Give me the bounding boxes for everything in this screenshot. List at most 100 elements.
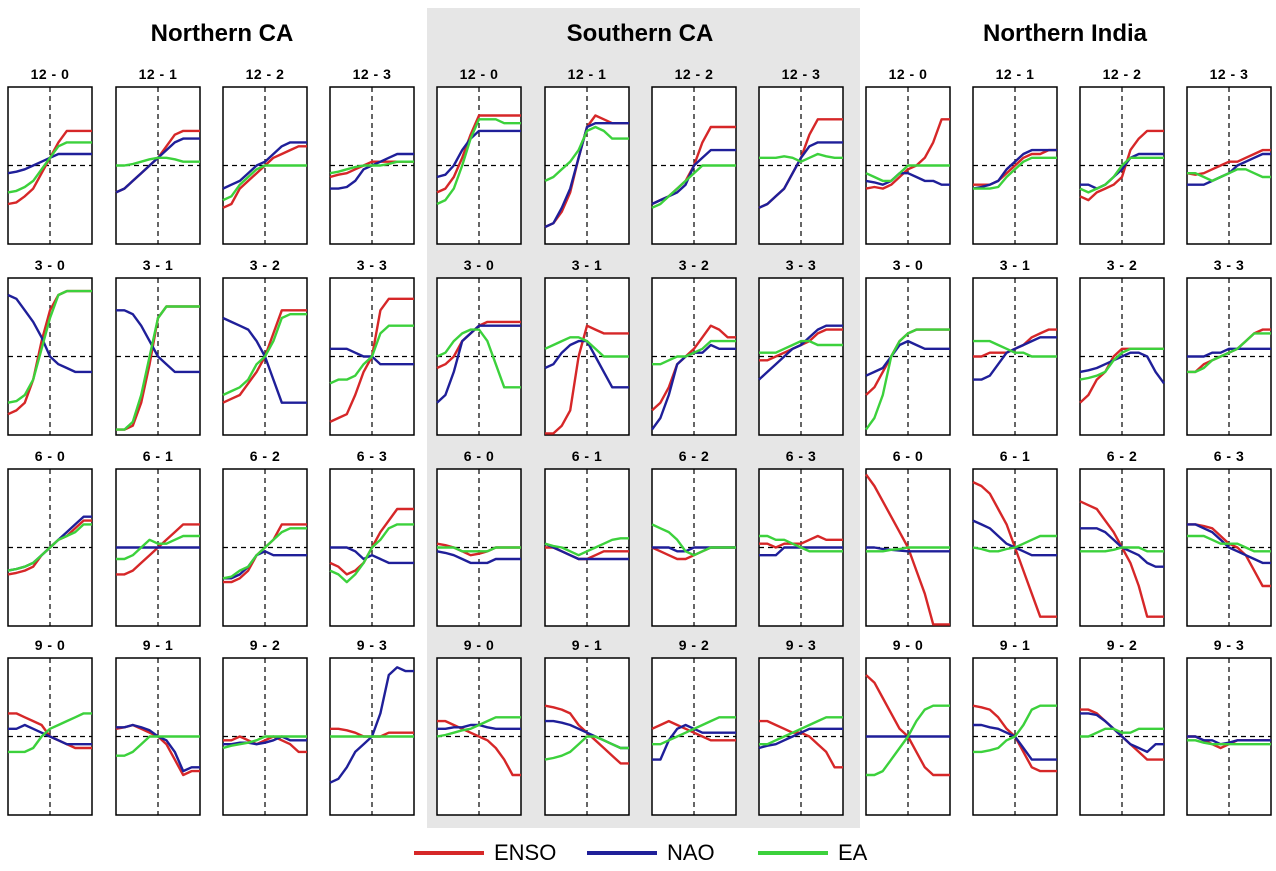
panel-title-northern-ca-9-2: 9 - 2 <box>249 637 281 653</box>
panel-title-northern-india-6-3: 6 - 3 <box>1213 448 1245 464</box>
series-line-nao <box>544 122 629 229</box>
legend-label-ea: EA <box>838 840 868 865</box>
series-line-enso <box>651 719 736 742</box>
panel-title-northern-india-3-0: 3 - 0 <box>892 257 924 273</box>
panel-title-southern-ca-12-2: 12 - 2 <box>674 66 714 82</box>
panel-title-southern-ca-6-2: 6 - 2 <box>678 448 710 464</box>
panel-northern-ca-9-1 <box>115 657 201 816</box>
series-line-nao <box>330 546 414 565</box>
series-line-ea <box>652 339 736 366</box>
series-line-ea <box>1187 168 1271 183</box>
series-line-enso <box>436 114 521 194</box>
legend-item-nao: NAO <box>587 840 715 866</box>
series-line-ea <box>544 125 629 182</box>
panel-northern-india-9-0 <box>865 657 951 816</box>
panel-title-northern-india-6-1: 6 - 1 <box>999 448 1031 464</box>
panel-northern-india-3-0 <box>865 277 951 436</box>
series-line-ea <box>973 156 1057 190</box>
series-line-nao <box>8 723 92 746</box>
series-line-ea <box>7 523 92 572</box>
panel-title-northern-ca-6-1: 6 - 1 <box>142 448 174 464</box>
series-line-nao <box>1187 523 1271 565</box>
series-line-nao <box>866 546 950 553</box>
panel-southern-ca-9-3 <box>758 657 844 816</box>
panel-title-southern-ca-9-3: 9 - 3 <box>785 637 817 653</box>
panel-northern-ca-3-2 <box>222 277 308 436</box>
panel-title-northern-india-12-2: 12 - 2 <box>1102 66 1142 82</box>
series-line-ea <box>436 118 521 206</box>
series-line-ea <box>222 735 307 750</box>
series-line-enso <box>545 324 629 435</box>
panel-northern-india-6-3 <box>1186 468 1272 627</box>
legend-label-enso: ENSO <box>494 840 557 865</box>
panel-title-southern-ca-9-2: 9 - 2 <box>678 637 710 653</box>
panel-title-northern-ca-3-3: 3 - 3 <box>356 257 388 273</box>
panel-northern-ca-12-1 <box>115 86 201 245</box>
series-line-nao <box>1187 347 1271 358</box>
panel-southern-ca-12-0 <box>436 86 522 245</box>
panel-northern-india-12-1 <box>972 86 1058 245</box>
series-line-ea <box>973 704 1057 754</box>
panel-northern-ca-9-0 <box>7 657 93 816</box>
panel-northern-ca-12-3 <box>329 86 415 245</box>
series-line-ea <box>544 735 629 761</box>
panel-northern-india-6-1 <box>972 468 1058 627</box>
series-line-ea <box>222 164 307 202</box>
series-line-ea <box>8 712 92 754</box>
series-line-ea <box>651 523 736 557</box>
series-line-ea <box>329 160 414 175</box>
series-line-ea <box>866 546 950 553</box>
panel-title-northern-ca-12-3: 12 - 3 <box>352 66 392 82</box>
panel-title-southern-ca-12-1: 12 - 1 <box>567 66 607 82</box>
panel-southern-ca-3-0 <box>436 277 522 436</box>
series-line-ea <box>1187 739 1271 746</box>
panel-title-northern-india-9-3: 9 - 3 <box>1213 637 1245 653</box>
legend-swatch-ea <box>758 851 828 855</box>
panel-title-northern-ca-6-3: 6 - 3 <box>356 448 388 464</box>
panel-title-southern-ca-6-1: 6 - 1 <box>571 448 603 464</box>
region-title-southern-ca: Southern CA <box>566 20 714 47</box>
series-line-nao <box>1080 712 1164 754</box>
series-line-nao <box>223 550 307 580</box>
series-line-nao <box>865 339 950 377</box>
panel-title-northern-india-6-0: 6 - 0 <box>892 448 924 464</box>
panel-title-southern-ca-3-1: 3 - 1 <box>571 257 603 273</box>
panel-title-northern-ca-12-2: 12 - 2 <box>245 66 285 82</box>
panel-southern-ca-6-3 <box>758 468 844 627</box>
series-line-ea <box>866 704 950 777</box>
panel-title-northern-india-3-3: 3 - 3 <box>1213 257 1245 273</box>
region-title-northern-india: Northern India <box>982 20 1148 47</box>
panel-title-southern-ca-12-0: 12 - 0 <box>459 66 499 82</box>
series-line-ea <box>865 328 950 431</box>
panel-southern-ca-12-1 <box>544 86 630 245</box>
panel-northern-india-6-2 <box>1079 468 1165 627</box>
series-line-nao <box>865 172 950 186</box>
series-line-ea <box>222 313 307 397</box>
legend-item-ea: EA <box>758 840 867 866</box>
panel-southern-ca-9-0 <box>436 657 522 816</box>
panel-title-northern-india-12-3: 12 - 3 <box>1209 66 1249 82</box>
panel-northern-india-12-0 <box>865 86 951 245</box>
panel-northern-ca-9-2 <box>222 657 308 816</box>
panel-title-northern-india-9-1: 9 - 1 <box>999 637 1031 653</box>
series-line-ea <box>437 546 521 553</box>
panel-northern-ca-6-3 <box>329 468 415 627</box>
panel-title-southern-ca-6-0: 6 - 0 <box>463 448 495 464</box>
panel-title-northern-ca-6-0: 6 - 0 <box>34 448 66 464</box>
panel-northern-india-12-3 <box>1186 86 1272 245</box>
panel-northern-ca-12-2 <box>222 86 308 245</box>
panel-title-northern-ca-9-1: 9 - 1 <box>142 637 174 653</box>
panel-northern-ca-6-1 <box>115 468 201 627</box>
panel-northern-ca-6-0 <box>7 468 93 627</box>
series-line-nao <box>1080 152 1164 190</box>
series-line-enso <box>223 735 307 754</box>
series-line-nao <box>222 141 307 190</box>
panel-title-northern-ca-9-3: 9 - 3 <box>356 637 388 653</box>
panel-northern-india-9-1 <box>972 657 1058 816</box>
series-line-ea <box>865 164 950 183</box>
panel-title-northern-india-9-2: 9 - 2 <box>1106 637 1138 653</box>
legend: ENSO NAO EA <box>0 836 1276 870</box>
series-line-ea <box>544 537 629 557</box>
panel-northern-ca-3-0 <box>7 277 93 436</box>
series-line-nao <box>116 309 200 374</box>
